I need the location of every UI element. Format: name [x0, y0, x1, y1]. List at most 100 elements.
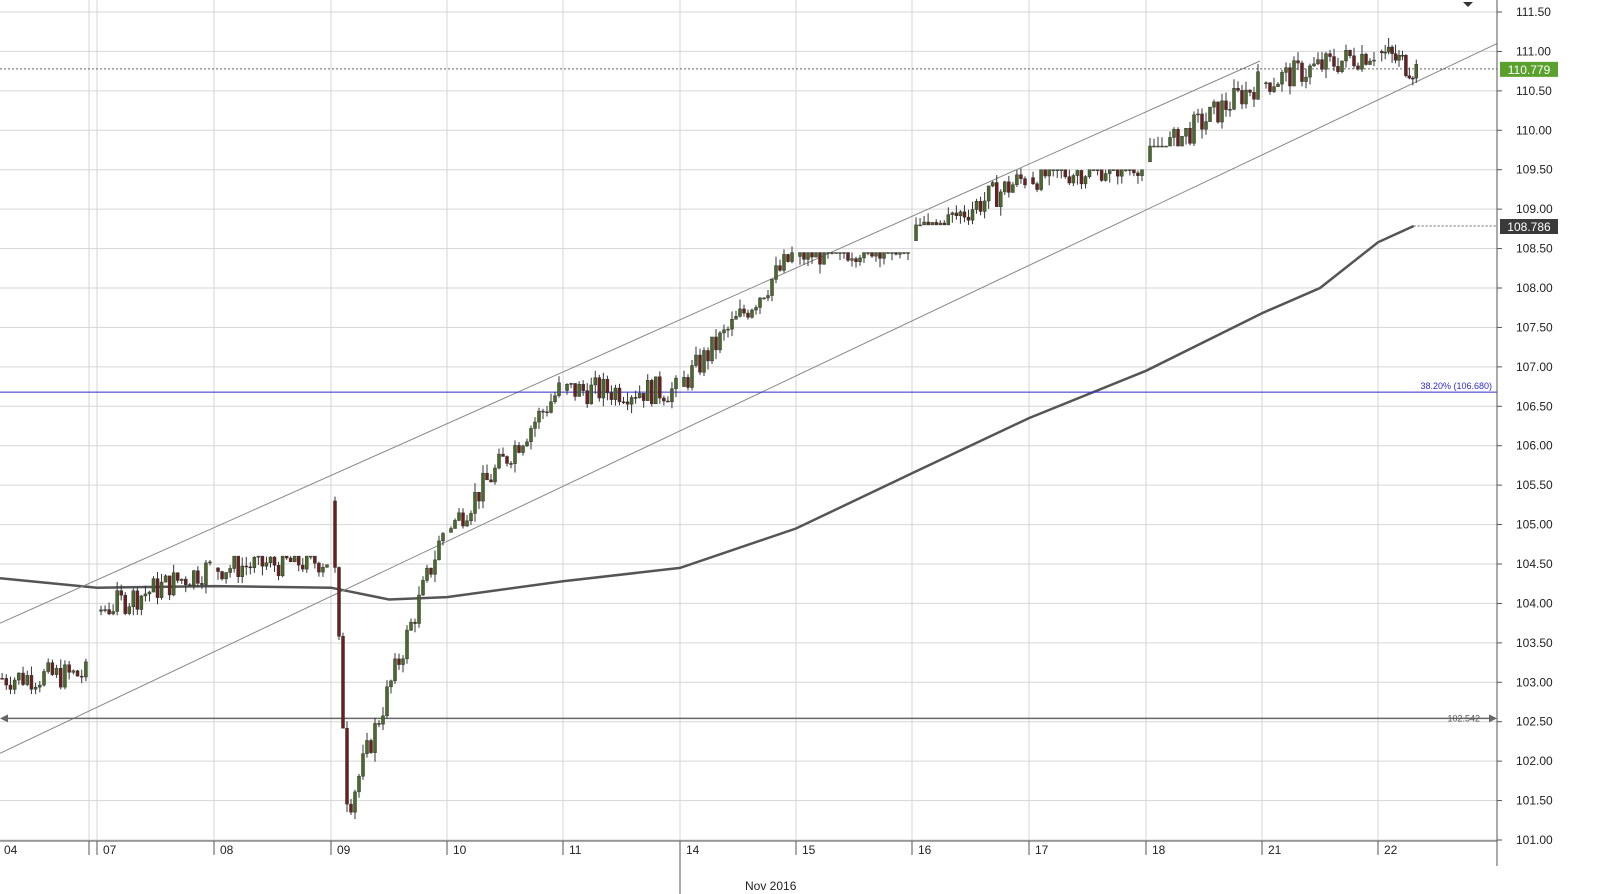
candle-up: [1091, 169, 1096, 171]
x-tick-label: 08: [220, 843, 234, 857]
candle-up: [798, 252, 802, 257]
candle-down: [288, 557, 293, 563]
candle-down: [1200, 113, 1204, 130]
candle-up: [441, 533, 445, 542]
candle-down: [1411, 77, 1415, 80]
candle-up: [365, 740, 369, 754]
candle-down: [59, 667, 63, 688]
candle-up: [305, 555, 309, 570]
candle-up: [1051, 169, 1055, 171]
candle-up: [1344, 50, 1348, 62]
candle-up: [1184, 127, 1188, 137]
candle-up: [204, 562, 208, 585]
candle-up: [46, 662, 50, 672]
candle-down: [341, 636, 345, 729]
candle-up: [373, 723, 377, 753]
candle-down: [260, 555, 265, 567]
y-tick-label: 109.50: [1516, 163, 1553, 177]
candle-down: [244, 565, 249, 568]
candle-down: [662, 397, 666, 402]
candle-up: [71, 670, 76, 673]
y-tick-label: 103.50: [1516, 636, 1553, 650]
candle-down: [369, 740, 373, 753]
candle-down: [1393, 53, 1398, 61]
y-tick-label: 107.50: [1516, 320, 1553, 334]
candle-up: [842, 252, 846, 254]
candle-up: [1264, 82, 1268, 85]
candle-up: [982, 200, 987, 212]
candle-up: [127, 606, 132, 614]
channel-upper-line: [0, 60, 1261, 624]
candle-down: [477, 492, 481, 502]
candle-up: [525, 441, 529, 447]
price-badges: 110.779 108.786: [1463, 2, 1558, 235]
candle-up: [906, 252, 910, 254]
candle-up: [1071, 175, 1076, 184]
x-tick-label: 11: [569, 843, 582, 857]
candle-down: [1236, 88, 1240, 91]
candle-up: [806, 252, 810, 260]
candle-up: [1168, 137, 1172, 147]
candle-down: [1252, 92, 1256, 100]
candle-up: [42, 671, 46, 686]
candle-up: [1148, 145, 1152, 163]
y-tick-label: 110.00: [1516, 123, 1552, 137]
candle-down: [1404, 54, 1408, 77]
candle-down: [625, 401, 630, 405]
candle-up: [433, 559, 437, 575]
candle-up: [882, 252, 886, 259]
candle-up: [381, 715, 385, 725]
candle-down: [167, 575, 172, 596]
candle-down: [1248, 89, 1252, 93]
candle-down: [1336, 66, 1340, 72]
candle-down: [284, 555, 289, 559]
scroll-down-icon[interactable]: [1463, 2, 1473, 7]
support-line-left-arrow: [0, 714, 8, 723]
y-tick-label: 110.50: [1516, 84, 1552, 98]
candle-down: [272, 556, 277, 566]
candle-down: [429, 567, 433, 575]
candle-down: [67, 664, 71, 673]
candle-down: [978, 201, 983, 212]
candle-down: [377, 723, 381, 725]
candle-up: [1192, 114, 1196, 144]
candle-down: [301, 564, 305, 570]
candle-up: [782, 254, 786, 271]
candle-down: [617, 387, 622, 403]
candle-up: [1212, 101, 1216, 108]
y-tick-label: 105.00: [1516, 518, 1553, 532]
candle-down: [994, 182, 999, 208]
candle-up: [914, 224, 918, 241]
candle-up: [702, 350, 706, 373]
candle-down: [778, 265, 782, 271]
candle-down: [4, 678, 9, 686]
candle-up: [734, 316, 738, 320]
candle-down: [119, 590, 123, 596]
candle-down: [1320, 59, 1324, 70]
y-tick-label: 103.00: [1516, 675, 1553, 689]
candle-down: [248, 566, 253, 569]
candle-up: [139, 595, 144, 610]
candle-down: [413, 621, 417, 624]
candle-up: [682, 377, 686, 387]
moving-average: [0, 224, 1415, 601]
y-tick-label: 105.50: [1516, 478, 1553, 492]
candle-up: [111, 611, 115, 615]
candle-up: [790, 252, 794, 262]
candle-up: [421, 580, 425, 596]
candle-up: [1087, 169, 1092, 177]
candle-down: [942, 222, 947, 226]
candle-up: [437, 540, 441, 561]
candle-down: [954, 212, 959, 217]
candle-up: [159, 581, 164, 598]
candle-up: [457, 512, 461, 521]
candle-down: [1023, 178, 1027, 186]
candle-up: [690, 365, 694, 388]
y-tick-label: 101.00: [1516, 833, 1553, 847]
candle-up: [886, 252, 890, 254]
candle-up: [874, 252, 878, 257]
candle-up: [694, 354, 698, 366]
candle-up: [637, 393, 642, 398]
candle-down: [1407, 75, 1412, 79]
candle-up: [1075, 170, 1080, 176]
